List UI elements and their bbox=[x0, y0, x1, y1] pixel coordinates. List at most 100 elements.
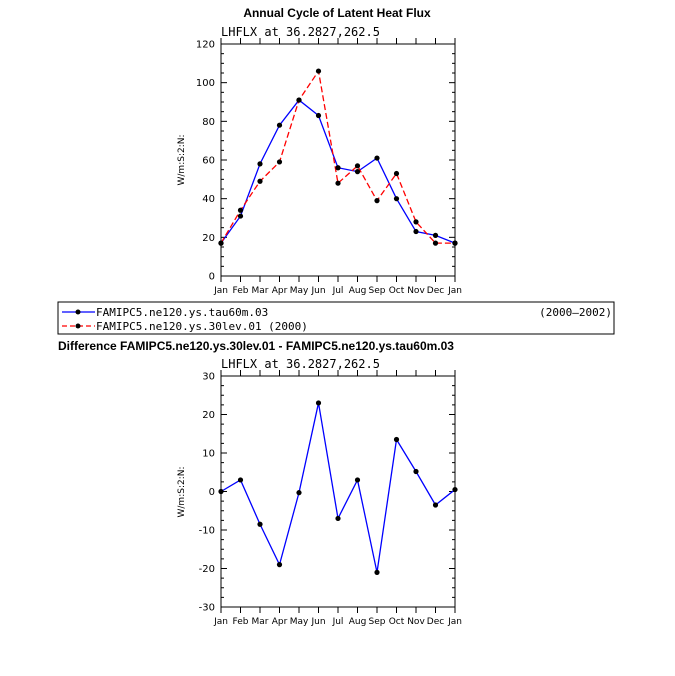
chart1-xtick-label: Oct bbox=[389, 286, 405, 296]
chart1-ylabel: W/m:S:2:N: bbox=[177, 135, 187, 186]
chart2-plot-frame bbox=[220, 375, 456, 608]
difference-chart: Difference FAMIPC5.ne120.ys.30lev.01 - F… bbox=[58, 339, 462, 627]
chart2-point-0 bbox=[413, 468, 419, 475]
chart1-point-1 bbox=[413, 219, 419, 225]
chart1-point-0 bbox=[315, 112, 322, 119]
chart1-point-1 bbox=[335, 180, 341, 186]
legend-marker-red bbox=[75, 323, 81, 329]
chart1-xtick-label: Mar bbox=[252, 286, 269, 296]
chart1-point-1 bbox=[315, 68, 322, 74]
chart2-point-0 bbox=[257, 521, 263, 527]
chart2-xtick-label: May bbox=[290, 617, 309, 627]
legend: FAMIPC5.ne120.ys.tau60m.03 (2000–2002) F… bbox=[57, 301, 615, 335]
chart2-xtick-label: Aug bbox=[349, 617, 367, 627]
chart1-point-1 bbox=[354, 163, 361, 169]
chart2-point-0 bbox=[296, 490, 302, 496]
chart1-xtick-label: May bbox=[290, 286, 309, 296]
chart2-ytick-label: -20 bbox=[199, 564, 215, 575]
chart1-point-0 bbox=[354, 169, 361, 175]
chart1-ytick-label: 80 bbox=[202, 117, 215, 128]
chart1-ytick-labels: 0 20 40 60 80 100 120 bbox=[196, 40, 215, 283]
chart1-point-1 bbox=[276, 159, 283, 165]
chart2-point-0 bbox=[218, 488, 224, 495]
annual-cycle-chart: Annual Cycle of Latent Heat Flux LHFLX a… bbox=[177, 6, 462, 296]
chart2-ytick-label: 30 bbox=[202, 372, 215, 383]
chart1-point-0 bbox=[413, 228, 419, 235]
chart1-xtick-label: Nov bbox=[407, 286, 425, 296]
chart1-point-1 bbox=[452, 240, 458, 246]
chart1-xtick-label: Jan bbox=[213, 286, 228, 296]
chart1-series-line-0 bbox=[220, 99, 456, 244]
chart1-ytick-label: 20 bbox=[202, 233, 215, 244]
chart2-point-0 bbox=[432, 502, 439, 508]
chart2-xtick-label: Sep bbox=[369, 617, 386, 627]
chart2-series-line-0 bbox=[220, 402, 456, 573]
chart2-point-0 bbox=[237, 477, 244, 483]
chart2-xtick-label: Nov bbox=[407, 617, 425, 627]
chart1-xtick-label: Jan bbox=[447, 286, 462, 296]
legend-label-blue: FAMIPC5.ne120.ys.tau60m.03 bbox=[96, 306, 268, 319]
chart1-point-1 bbox=[257, 178, 263, 184]
chart1-point-1 bbox=[374, 198, 380, 204]
chart2-xtick-labels: Jan Feb Mar Apr May Jun Jul Aug Sep Oct Nov Dec Jan bbox=[213, 617, 462, 627]
chart1-xtick-label: Jul bbox=[332, 286, 344, 296]
chart1-point-0 bbox=[237, 213, 244, 219]
legend-years-blue: (2000–2002) bbox=[539, 306, 612, 319]
legend-label-red: FAMIPC5.ne120.ys.30lev.01 (2000) bbox=[96, 320, 308, 333]
chart2-xtick-label: Dec bbox=[427, 617, 444, 627]
chart2-ylabel: W/m:S:2:N: bbox=[177, 467, 187, 518]
chart1-point-0 bbox=[374, 155, 380, 161]
chart2-point-0 bbox=[276, 562, 283, 568]
chart2-series bbox=[218, 400, 458, 575]
chart1-title: Annual Cycle of Latent Heat Flux bbox=[243, 6, 431, 20]
chart1-point-0 bbox=[393, 196, 400, 202]
legend-box bbox=[57, 301, 615, 335]
chart2-ticks bbox=[220, 370, 456, 613]
chart2-xtick-label: Jul bbox=[332, 617, 344, 627]
chart2-subtitle: LHFLX at 36.2827,262.5 bbox=[221, 357, 380, 371]
chart1-xtick-label: Sep bbox=[369, 286, 386, 296]
chart2-point-0 bbox=[452, 486, 458, 493]
chart2-ytick-label: -30 bbox=[199, 603, 215, 614]
chart1-point-1 bbox=[296, 97, 302, 103]
chart1-point-0 bbox=[257, 161, 263, 167]
chart1-xtick-label: Dec bbox=[427, 286, 444, 296]
chart1-xtick-label: Aug bbox=[349, 286, 367, 296]
chart2-xtick-label: Jan bbox=[213, 617, 228, 627]
chart2-point-0 bbox=[393, 436, 400, 443]
chart1-xtick-label: Jun bbox=[310, 286, 325, 296]
chart2-xtick-label: Jun bbox=[310, 617, 325, 627]
chart2-xtick-label: Apr bbox=[272, 617, 288, 627]
chart1-ytick-label: 0 bbox=[209, 272, 215, 283]
chart1-point-1 bbox=[393, 170, 400, 177]
legend-marker-blue bbox=[75, 309, 81, 315]
chart2-point-0 bbox=[354, 477, 361, 483]
chart1-ytick-label: 120 bbox=[196, 40, 215, 51]
chart2-point-0 bbox=[374, 569, 380, 575]
chart2-point-0 bbox=[315, 400, 322, 406]
chart1-series-line-1 bbox=[220, 69, 455, 244]
chart2-ytick-label: 0 bbox=[209, 487, 215, 498]
chart1-plot-frame bbox=[220, 43, 456, 277]
chart1-ticks bbox=[220, 38, 456, 282]
chart2-title: Difference FAMIPC5.ne120.ys.30lev.01 - F… bbox=[58, 339, 454, 353]
chart1-point-1 bbox=[237, 207, 244, 213]
chart2-ytick-labels: -30 -20 -10 0 10 20 30 bbox=[199, 372, 215, 614]
chart1-point-1 bbox=[432, 240, 439, 246]
chart1-point-0 bbox=[276, 122, 283, 128]
chart1-point-0 bbox=[335, 165, 341, 171]
chart2-ytick-label: 10 bbox=[202, 449, 215, 460]
chart2-xtick-label: Oct bbox=[389, 617, 405, 627]
chart1-xtick-label: Apr bbox=[272, 286, 288, 296]
chart1-subtitle: LHFLX at 36.2827,262.5 bbox=[221, 25, 380, 39]
chart1-ytick-label: 100 bbox=[196, 78, 215, 89]
chart1-ytick-label: 40 bbox=[202, 194, 215, 205]
chart2-ytick-label: -10 bbox=[199, 526, 215, 537]
chart2-ytick-label: 20 bbox=[202, 410, 215, 421]
chart1-ytick-label: 60 bbox=[202, 156, 215, 167]
chart1-point-1 bbox=[218, 240, 224, 246]
chart1-series bbox=[218, 68, 458, 246]
chart1-xtick-label: Feb bbox=[233, 286, 249, 296]
chart1-xtick-labels: Jan Feb Mar Apr May Jun Jul Aug Sep Oct Nov Dec Jan bbox=[213, 286, 462, 296]
